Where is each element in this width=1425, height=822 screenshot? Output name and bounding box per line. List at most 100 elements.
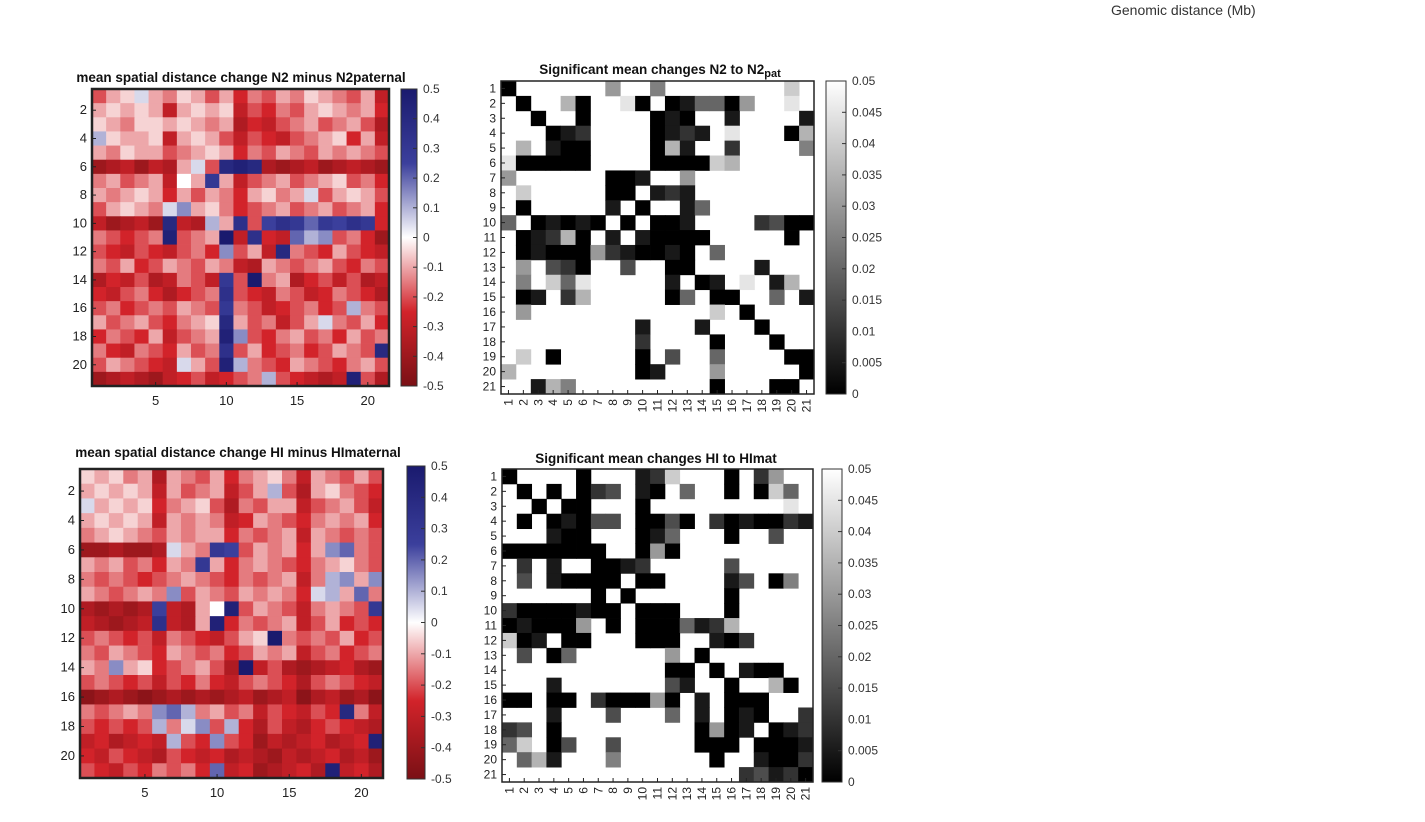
heatmap-cell — [134, 202, 149, 217]
heatmap-cell — [576, 498, 592, 515]
heatmap-cell — [605, 603, 621, 619]
heatmap-cell — [224, 733, 240, 749]
heatmap-cell — [195, 748, 211, 764]
heatmap-cell — [650, 632, 666, 649]
heatmap-cell — [515, 140, 532, 156]
heatmap-cell — [282, 645, 297, 661]
heatmap-cell — [368, 616, 384, 632]
heatmap-cell — [162, 145, 178, 161]
heatmap-cell — [80, 689, 95, 705]
y-tick-label: 15 — [484, 678, 498, 692]
heatmap-cell — [360, 103, 376, 118]
heatmap-cell — [195, 586, 211, 602]
heatmap-cell — [205, 244, 220, 260]
heatmap-cell — [108, 704, 124, 720]
heatmap-cell — [106, 188, 121, 203]
heatmap-cell — [134, 287, 149, 302]
y-tick-label: 14 — [61, 660, 75, 675]
heatmap-cell — [605, 200, 621, 216]
heatmap-cell — [325, 675, 341, 691]
heatmap-cell — [191, 117, 206, 132]
heatmap-cell — [94, 704, 110, 720]
heatmap-panel-3: mean spatial distance change HI minus HI… — [61, 445, 452, 800]
heatmap-cell — [94, 469, 110, 485]
heatmap-cell — [148, 159, 164, 175]
heatmap-cell — [560, 140, 576, 156]
heatmap-cell — [253, 733, 268, 749]
chart-title: mean spatial distance change HI minus HI… — [75, 445, 401, 460]
heatmap-cell — [368, 557, 384, 573]
heatmap-cell — [753, 752, 769, 768]
heatmap-cell — [368, 704, 384, 720]
heatmap-cell — [753, 707, 769, 723]
heatmap-cell — [219, 315, 234, 330]
heatmap-cell — [296, 601, 312, 617]
heatmap-cell — [354, 513, 369, 529]
heatmap-cell — [282, 527, 297, 543]
heatmap-cell — [148, 188, 164, 203]
heatmap-cell — [106, 117, 121, 132]
heatmap-cell — [318, 329, 333, 344]
heatmap-cell — [354, 483, 369, 499]
heatmap-cell — [247, 188, 263, 203]
heatmap-cell — [318, 216, 333, 231]
heatmap-cell — [275, 159, 291, 175]
heatmap-cell — [694, 722, 710, 738]
heatmap-cell — [635, 528, 651, 544]
x-tick-label: 3 — [532, 787, 546, 794]
heatmap-cell — [310, 542, 326, 558]
y-tick-label: 9 — [489, 201, 496, 215]
heatmap-cell — [501, 215, 517, 231]
x-tick-label: 10 — [210, 785, 224, 800]
heatmap-cell — [724, 289, 740, 305]
heatmap-cell — [224, 586, 240, 602]
y-tick-label: 7 — [489, 171, 496, 185]
heatmap-cell — [310, 660, 326, 676]
heatmap-cell — [224, 763, 240, 779]
heatmap-cell — [325, 748, 341, 764]
heatmap-cell — [219, 287, 234, 302]
heatmap-cell — [576, 469, 592, 485]
heatmap-cell — [304, 188, 319, 203]
heatmap-cell — [137, 557, 153, 573]
heatmap-cell — [176, 216, 192, 231]
heatmap-cell — [360, 89, 376, 104]
heatmap-cell — [181, 689, 196, 705]
heatmap-cell — [332, 173, 347, 189]
heatmap-cell — [635, 603, 651, 619]
colorbar-tick-label: 0.045 — [852, 105, 882, 119]
heatmap-cell — [561, 603, 577, 619]
x-tick-label: 11 — [651, 399, 665, 412]
heatmap-cell — [799, 215, 815, 231]
heatmap-cell — [224, 542, 240, 558]
heatmap-cell — [502, 632, 518, 649]
heatmap-cell — [106, 145, 121, 161]
heatmap-cell — [166, 542, 182, 558]
heatmap-cell — [516, 737, 533, 753]
heatmap-cell — [296, 748, 312, 764]
heatmap-cell — [694, 200, 711, 216]
heatmap-cell — [224, 704, 240, 720]
heatmap-cell — [318, 202, 333, 217]
plot-frame — [90, 87, 391, 388]
heatmap-cell — [224, 719, 240, 735]
heatmap-cell — [166, 689, 182, 705]
heatmap-cell — [92, 188, 107, 203]
heatmap-cell — [664, 289, 681, 305]
heatmap-cell — [219, 216, 234, 231]
heatmap-cell — [546, 692, 562, 708]
heatmap-cell — [339, 542, 355, 558]
heatmap-cell — [515, 155, 532, 171]
heatmap-cell — [709, 274, 725, 291]
heatmap-cell — [679, 140, 696, 156]
heatmap-cell — [219, 357, 234, 373]
heatmap-cell — [219, 145, 234, 161]
heatmap-cell — [679, 677, 695, 693]
heatmap-cell — [354, 660, 369, 676]
heatmap-cell — [261, 371, 277, 387]
heatmap-cell — [635, 483, 651, 500]
heatmap-cell — [233, 159, 248, 175]
heatmap-cell — [679, 259, 696, 276]
heatmap-cell — [799, 110, 815, 127]
heatmap-cell — [92, 258, 107, 274]
